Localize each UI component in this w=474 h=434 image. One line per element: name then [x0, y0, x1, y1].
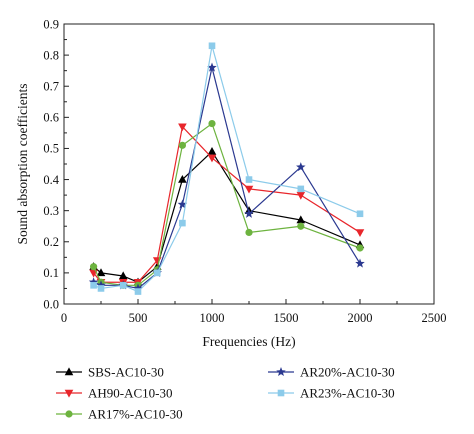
data-point — [208, 42, 216, 50]
data-point — [244, 185, 254, 194]
data-point — [96, 280, 106, 290]
legend-label: AR23%-AC10-30 — [300, 386, 395, 401]
x-axis-title: Frequencies (Hz) — [202, 334, 295, 349]
y-tick-label: 0.4 — [43, 173, 59, 187]
y-axis-title: Sound absorption coefficients — [15, 84, 30, 245]
series-layer — [88, 42, 365, 295]
plot-frame — [63, 23, 435, 305]
data-point — [88, 277, 99, 287]
y-tick-label: 0.3 — [43, 204, 59, 218]
legend-item: AH90-AC10-30 — [56, 386, 173, 401]
legend-marker — [64, 367, 74, 376]
series-circle — [90, 119, 364, 289]
data-point — [296, 215, 306, 224]
data-point — [178, 123, 187, 132]
data-point — [119, 282, 127, 289]
legend-marker — [277, 389, 285, 397]
x-tick-label: 2000 — [348, 311, 373, 325]
legend-label: SBS-AC10-30 — [88, 365, 164, 380]
data-point — [90, 282, 97, 289]
data-point — [355, 229, 365, 238]
series-line — [93, 126, 361, 283]
data-point — [207, 62, 217, 72]
series-line — [93, 66, 361, 290]
x-tick-label: 1000 — [200, 311, 225, 325]
x-tick-label: 2500 — [422, 311, 447, 325]
legend-item: AR23%-AC10-30 — [268, 386, 395, 401]
data-point — [133, 283, 143, 293]
data-point — [177, 199, 188, 209]
data-point — [96, 268, 106, 277]
data-point — [244, 208, 254, 218]
x-tick-label: 1500 — [274, 311, 299, 325]
y-tick-label: 0.2 — [43, 235, 59, 249]
data-point — [356, 210, 364, 218]
data-point — [296, 162, 306, 172]
y-tick-label: 0.6 — [43, 111, 59, 125]
data-point — [356, 244, 364, 252]
data-point — [245, 228, 253, 237]
x-tick-label: 500 — [129, 311, 148, 325]
legend-item: SBS-AC10-30 — [56, 365, 164, 380]
data-point — [297, 222, 305, 230]
y-tick-label: 0.9 — [43, 17, 59, 31]
legend-item: AR20%-AC10-30 — [268, 365, 395, 380]
data-point — [245, 176, 253, 183]
data-point — [179, 219, 186, 227]
series-triangle-down — [89, 123, 365, 287]
data-point — [178, 141, 186, 149]
y-tick-label: 0.8 — [43, 48, 59, 62]
data-point — [207, 146, 217, 155]
data-point — [97, 285, 105, 292]
y-tick-label: 0.0 — [43, 297, 59, 311]
y-tick-label: 0.1 — [43, 266, 59, 280]
legend-marker — [276, 367, 286, 377]
legend-label: AR17%-AC10-30 — [88, 407, 183, 422]
data-point — [297, 185, 305, 193]
y-tick-label: 0.5 — [43, 142, 59, 156]
x-tick-label: 0 — [61, 311, 67, 325]
data-point — [178, 174, 187, 183]
series-line — [93, 122, 361, 286]
legend-item: AR17%-AC10-30 — [56, 407, 183, 422]
data-point — [207, 154, 217, 163]
data-point — [296, 191, 306, 200]
legend-label: AR20%-AC10-30 — [300, 365, 395, 380]
data-point — [118, 271, 128, 280]
legend-label: AH90-AC10-30 — [88, 386, 173, 401]
legend: SBS-AC10-30 AH90-AC10-30 AR17%-AC10-30 AR20… — [56, 365, 395, 422]
data-point — [208, 119, 216, 128]
data-point — [90, 263, 98, 271]
legend-marker — [64, 389, 74, 398]
series-line — [93, 150, 361, 283]
data-point — [355, 258, 365, 268]
data-point — [134, 288, 142, 295]
legend-marker — [65, 410, 73, 418]
series-line — [93, 45, 361, 293]
data-point — [153, 269, 161, 277]
ticks-layer: 0 500 1000 1500 2000 2500 0.0 0.1 0.2 0.3 0.4 0.5 0.… — [43, 17, 446, 325]
y-tick-label: 0.7 — [43, 80, 59, 94]
series-square — [90, 42, 364, 295]
